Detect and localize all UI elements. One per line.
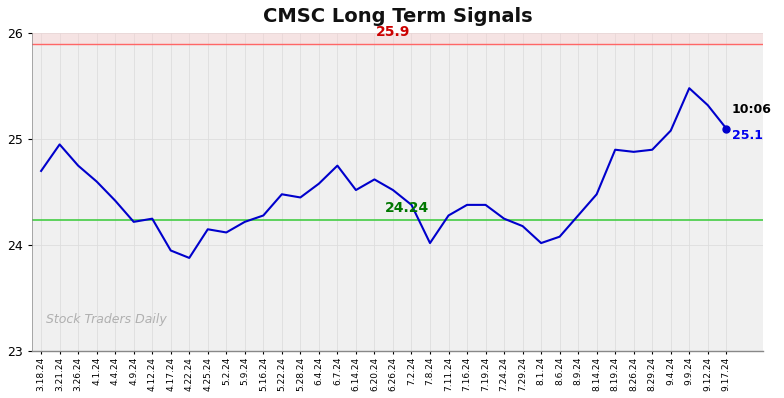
Text: Stock Traders Daily: Stock Traders Daily <box>46 313 167 326</box>
Text: 24.24: 24.24 <box>385 201 429 215</box>
Bar <box>32 33 764 44</box>
Point <box>720 125 732 132</box>
Text: 25.9: 25.9 <box>376 25 410 39</box>
Title: CMSC Long Term Signals: CMSC Long Term Signals <box>263 7 532 26</box>
Text: 10:06: 10:06 <box>731 103 771 116</box>
Text: 25.1: 25.1 <box>731 129 763 142</box>
